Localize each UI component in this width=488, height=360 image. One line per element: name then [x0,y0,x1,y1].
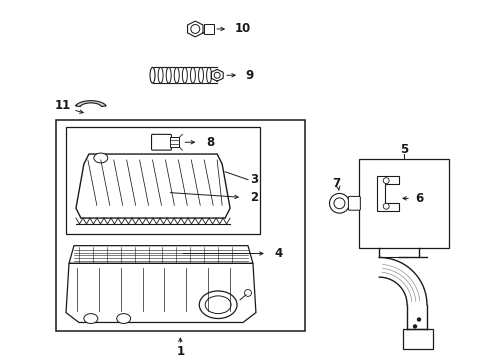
Text: 5: 5 [399,143,407,156]
Circle shape [329,193,349,213]
Polygon shape [76,154,230,218]
Ellipse shape [198,67,203,83]
Text: 10: 10 [235,22,251,36]
FancyBboxPatch shape [151,134,171,150]
Bar [170,137,179,147]
Polygon shape [75,101,106,107]
Ellipse shape [206,67,211,83]
Circle shape [333,198,344,209]
Ellipse shape [150,67,155,83]
Bar [359,159,448,248]
Bar [204,24,214,34]
Bar [402,329,432,349]
Text: 1: 1 [176,345,184,357]
Ellipse shape [117,314,130,323]
Text: 3: 3 [249,173,258,186]
Polygon shape [211,69,223,81]
Polygon shape [69,246,252,264]
Circle shape [214,72,220,78]
Ellipse shape [199,291,237,319]
Polygon shape [66,264,255,323]
Ellipse shape [84,314,98,323]
Polygon shape [187,21,203,37]
Text: 9: 9 [244,69,253,82]
Text: 8: 8 [206,136,214,149]
Ellipse shape [158,67,163,83]
Circle shape [383,178,388,184]
Bar [56,120,304,331]
Circle shape [383,203,388,209]
Text: 2: 2 [249,191,258,204]
Text: 4: 4 [274,247,283,260]
Circle shape [417,318,420,321]
Ellipse shape [182,67,187,83]
Ellipse shape [205,296,231,314]
Ellipse shape [174,67,179,83]
Circle shape [244,289,251,296]
Circle shape [190,24,199,33]
Ellipse shape [94,153,107,163]
Circle shape [413,325,416,328]
FancyBboxPatch shape [347,197,360,210]
Text: 7: 7 [332,177,340,190]
Ellipse shape [190,67,195,83]
Bar [66,127,260,234]
Text: 11: 11 [55,99,71,112]
Ellipse shape [166,67,171,83]
Polygon shape [376,176,398,211]
Text: 6: 6 [414,192,422,205]
